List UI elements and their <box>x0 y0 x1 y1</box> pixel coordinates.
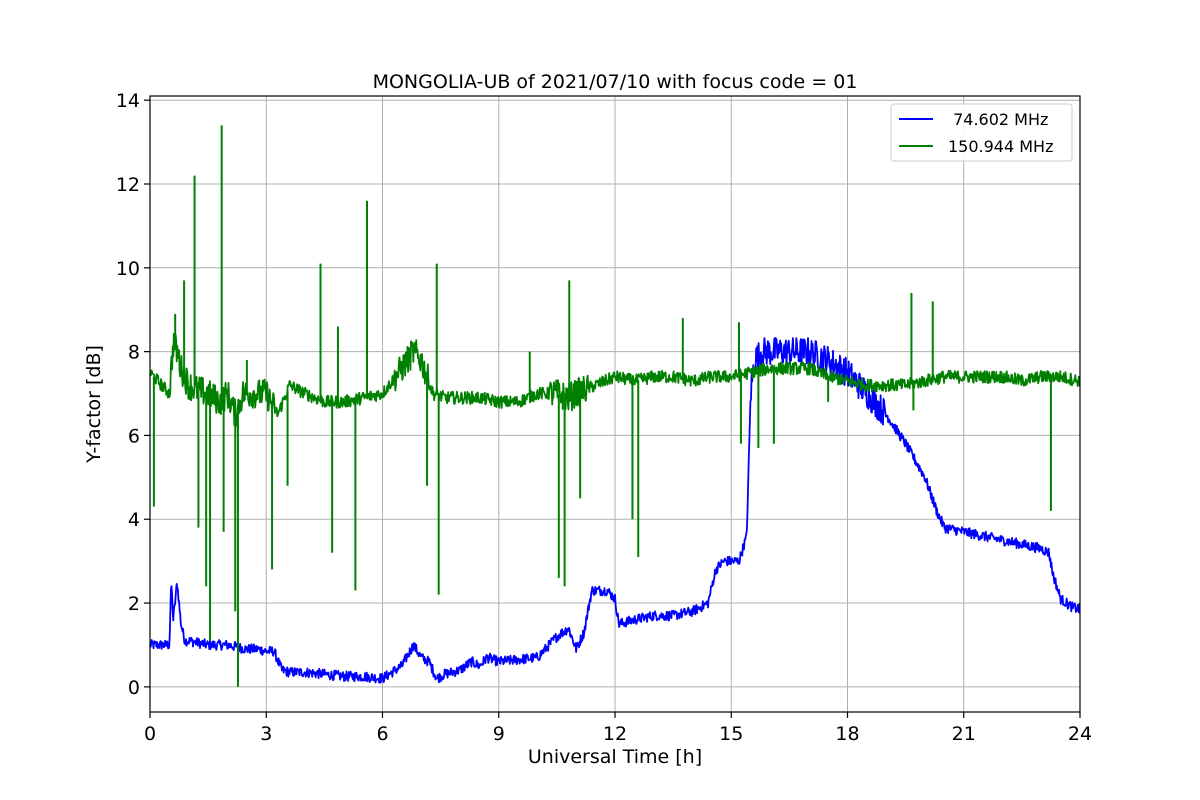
x-tick-label: 18 <box>835 723 859 745</box>
y-axis-ticks: 0 2 4 6 8 10 12 14 <box>116 90 150 699</box>
y-tick-label: 8 <box>128 342 140 364</box>
x-tick-label: 12 <box>603 723 627 745</box>
series-layer <box>150 125 1080 687</box>
x-tick-label: 21 <box>952 723 976 745</box>
series-74mhz-line <box>150 336 1080 684</box>
series-150mhz-line <box>150 332 1080 428</box>
x-axis-title: Universal Time [h] <box>528 746 702 768</box>
y-axis-title: Y-factor [dB] <box>83 345 105 464</box>
x-tick-label: 6 <box>376 723 388 745</box>
legend-label-74mhz: 74.602 MHz <box>948 110 1048 129</box>
x-tick-label: 0 <box>144 723 156 745</box>
y-tick-label: 4 <box>128 509 140 531</box>
y-tick-label: 6 <box>128 425 140 447</box>
y-tick-label: 10 <box>116 258 140 280</box>
chart-title: MONGOLIA-UB of 2021/07/10 with focus cod… <box>373 71 858 93</box>
x-tick-label: 9 <box>493 723 505 745</box>
y-tick-label: 2 <box>128 593 140 615</box>
y-tick-label: 0 <box>128 677 140 699</box>
x-tick-label: 3 <box>260 723 272 745</box>
y-tick-label: 12 <box>116 174 140 196</box>
y-tick-label: 14 <box>116 90 140 112</box>
x-tick-label: 24 <box>1068 723 1092 745</box>
x-axis-ticks: 0 3 6 9 12 15 18 21 24 <box>144 712 1092 745</box>
x-tick-label: 15 <box>719 723 743 745</box>
legend: 74.602 MHz 150.944 MHz <box>890 103 1073 162</box>
legend-label-150mhz: 150.944 MHz <box>948 137 1053 156</box>
legend-box <box>890 103 1073 162</box>
